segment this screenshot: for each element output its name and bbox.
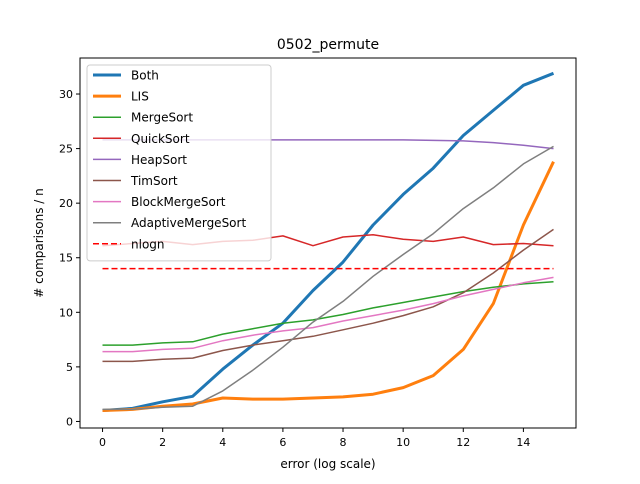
y-tick-label: 5: [66, 361, 73, 374]
legend-label-0: Both: [131, 69, 159, 83]
legend-label-1: LIS: [131, 90, 149, 104]
x-axis-label: error (log scale): [280, 457, 375, 471]
x-tick-label: 14: [516, 436, 530, 449]
y-axis: 0 5 10 15 20 25 30: [59, 88, 80, 428]
plot-frame: [79, 57, 577, 429]
y-tick-label: 10: [59, 306, 73, 319]
series-line-6: [102, 276, 554, 353]
y-tick-label: 25: [59, 143, 73, 156]
series-line-5: [102, 228, 554, 363]
x-axis: 0 2 4 6 8 10 12 14: [99, 428, 530, 449]
legend-label-6: BlockMergeSort: [131, 195, 226, 209]
chart-title: 0502_permute: [277, 37, 379, 53]
x-tick-label: 2: [159, 436, 166, 449]
legend: Both LIS MergeSort QuickSort HeapSort TimSort…: [86, 64, 272, 262]
y-tick-label: 30: [59, 88, 73, 101]
legend-label-8: nlogn: [131, 237, 165, 251]
y-axis-label: # comparisons / n: [32, 188, 46, 297]
series-line-7: [102, 145, 554, 411]
y-tick-label: 20: [59, 197, 73, 210]
legend-label-4: HeapSort: [131, 153, 187, 167]
x-tick-label: 8: [340, 436, 347, 449]
series-line-1: [102, 161, 555, 412]
legend-label-7: AdaptiveMergeSort: [131, 216, 246, 230]
legend-label-3: QuickSort: [131, 132, 190, 146]
y-tick-label: 15: [59, 252, 73, 265]
x-tick-label: 12: [456, 436, 470, 449]
y-tick-label: 0: [66, 415, 73, 428]
series-line-2: [102, 280, 554, 346]
legend-label-2: MergeSort: [131, 111, 193, 125]
series-line-0: [102, 71, 555, 412]
plot-area: [102, 71, 555, 412]
x-tick-label: 6: [279, 436, 286, 449]
legend-label-5: TimSort: [130, 174, 178, 188]
x-tick-label: 10: [396, 436, 410, 449]
legend-box: [86, 64, 272, 262]
x-tick-label: 0: [99, 436, 106, 449]
x-tick-label: 4: [219, 436, 226, 449]
